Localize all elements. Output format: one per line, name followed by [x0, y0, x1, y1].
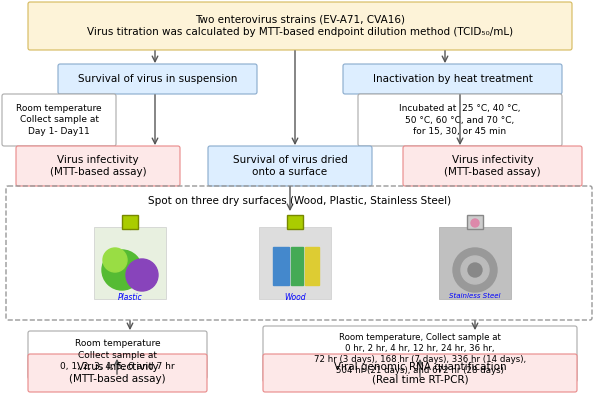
Text: Room temperature
Collect sample at
Day 1- Day11: Room temperature Collect sample at Day 1…	[16, 104, 102, 136]
FancyBboxPatch shape	[263, 326, 577, 382]
Text: Viral genomic RNA quantification
(Real time RT-PCR): Viral genomic RNA quantification (Real t…	[334, 362, 506, 384]
FancyBboxPatch shape	[263, 354, 577, 392]
Circle shape	[468, 263, 482, 277]
Circle shape	[126, 259, 158, 291]
FancyBboxPatch shape	[94, 227, 166, 299]
FancyBboxPatch shape	[122, 215, 138, 229]
Circle shape	[102, 250, 142, 290]
FancyBboxPatch shape	[58, 64, 257, 94]
FancyBboxPatch shape	[287, 215, 303, 229]
Circle shape	[461, 256, 489, 284]
FancyBboxPatch shape	[2, 94, 116, 146]
FancyBboxPatch shape	[208, 146, 372, 186]
Text: Wood: Wood	[284, 293, 306, 302]
Text: Virus infectivity
(MTT-based assay): Virus infectivity (MTT-based assay)	[50, 155, 146, 177]
Text: Room temperature, Collect sample at
0 hr, 2 hr, 4 hr, 12 hr, 24 hr, 36 hr,
72 hr: Room temperature, Collect sample at 0 hr…	[314, 333, 526, 375]
Text: Two enterovirus strains (EV-A71, CVA16)
Virus titration was calculated by MTT-ba: Two enterovirus strains (EV-A71, CVA16) …	[87, 15, 513, 37]
FancyBboxPatch shape	[343, 64, 562, 94]
Text: Survival of virus in suspension: Survival of virus in suspension	[78, 74, 237, 84]
FancyBboxPatch shape	[16, 146, 180, 186]
Text: Survival of virus dried
onto a surface: Survival of virus dried onto a surface	[233, 155, 347, 177]
Circle shape	[453, 248, 497, 292]
Text: Room temperature
Collect sample at
0, 1, 2, 3, 4, 5, 6 and 7 hr: Room temperature Collect sample at 0, 1,…	[60, 339, 175, 371]
Text: Plastic: Plastic	[118, 293, 142, 302]
Circle shape	[103, 248, 127, 272]
Text: Virus infectivity
(MTT-based assay): Virus infectivity (MTT-based assay)	[69, 362, 166, 384]
Text: Spot on three dry surfaces (Wood, Plastic, Stainless Steel): Spot on three dry surfaces (Wood, Plasti…	[148, 196, 452, 206]
Text: Incubated at  25 °C, 40 °C,
50 °C, 60 °C, and 70 °C,
for 15, 30, or 45 min: Incubated at 25 °C, 40 °C, 50 °C, 60 °C,…	[399, 104, 521, 136]
Text: Virus infectivity
(MTT-based assay): Virus infectivity (MTT-based assay)	[444, 155, 541, 177]
FancyBboxPatch shape	[28, 2, 572, 50]
FancyBboxPatch shape	[439, 227, 511, 299]
FancyBboxPatch shape	[28, 354, 207, 392]
Circle shape	[471, 219, 479, 227]
Bar	[291, 247, 303, 285]
Text: Stainless Steel: Stainless Steel	[449, 293, 501, 299]
Text: Inactivation by heat treatment: Inactivation by heat treatment	[373, 74, 532, 84]
FancyBboxPatch shape	[259, 227, 331, 299]
FancyBboxPatch shape	[403, 146, 582, 186]
Bar	[273, 247, 289, 285]
FancyBboxPatch shape	[28, 331, 207, 379]
FancyBboxPatch shape	[358, 94, 562, 146]
FancyBboxPatch shape	[467, 215, 483, 229]
Bar	[305, 247, 319, 285]
